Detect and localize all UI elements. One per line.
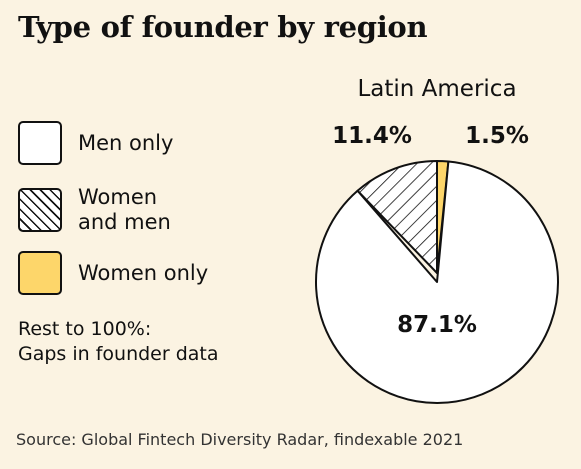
legend-label-women-and-men: Women and men	[78, 185, 171, 234]
pie-slice-men-only	[315, 160, 559, 404]
pie-label-men-only: 87.1%	[397, 312, 477, 338]
legend-label-men-only: Men only	[78, 130, 174, 155]
legend-item-women-and-men: Women and men	[18, 185, 171, 235]
pie-labels: 1.5% 87.1% 11.4%	[332, 123, 529, 338]
chart-title: Type of founder by region	[18, 10, 428, 44]
pie-slice-women-and-men	[356, 160, 438, 274]
legend-item-men-only: Men only	[18, 121, 173, 165]
pie-label-women-and-men: 11.4%	[332, 123, 412, 149]
gap-note-line-2: Gaps in founder data	[18, 343, 219, 365]
legend-item-women-only: Women only	[18, 251, 208, 295]
pie-slices	[315, 160, 559, 404]
legend-swatch-men-only	[18, 121, 62, 165]
pie-region-label: Latin America	[357, 76, 516, 102]
pie-label-women-only: 1.5%	[465, 123, 529, 149]
gap-note: Rest to 100%: Gaps in founder data	[18, 317, 219, 367]
legend-label-women-only: Women only	[78, 260, 209, 285]
legend-swatch-women-and-men	[18, 188, 62, 232]
source-note: Source: Global Fintech Diversity Radar, …	[16, 430, 464, 449]
gap-note-line-1: Rest to 100%:	[18, 318, 152, 340]
legend-swatch-women-only	[18, 251, 62, 295]
